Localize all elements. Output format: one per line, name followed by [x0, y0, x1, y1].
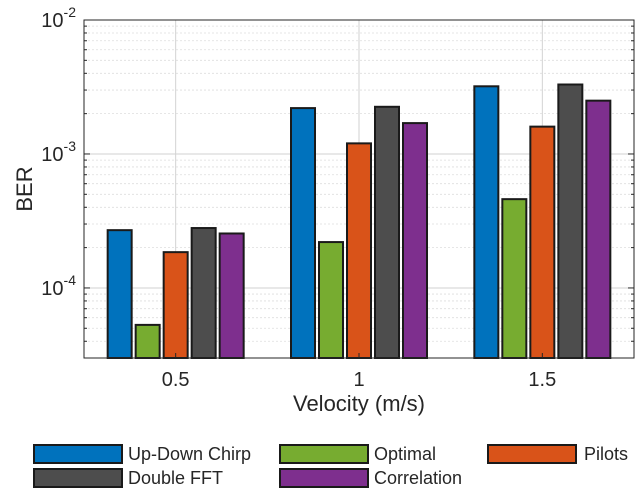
x-axis-label: Velocity (m/s)	[293, 391, 425, 416]
bar-correlation-1-5	[585, 99, 612, 360]
legend: Up-Down Chirp Optimal Pilots Double FFT Corr…	[33, 444, 628, 488]
bar-correlation-1	[402, 122, 428, 359]
bar-optimal-0-5	[134, 323, 161, 360]
x-tick-label: 1.5	[528, 369, 556, 391]
bar-up-down-chirp-1-5	[473, 85, 500, 360]
legend-label-up-down-chirp: Up-Down Chirp	[128, 444, 251, 464]
y-axis-label: BER	[12, 166, 37, 211]
legend-swatch-pilots	[487, 444, 577, 464]
bar-pilots-0-5	[162, 251, 189, 359]
x-tick-label: 1	[353, 369, 364, 391]
bar-optimal-1-5	[501, 198, 528, 359]
legend-swatch-up-down-chirp	[33, 444, 123, 464]
y-axis-ticks: 10-4 10-3 10-2	[41, 4, 634, 359]
bar-correlation-0-5	[218, 232, 245, 359]
legend-swatch-correlation	[279, 468, 369, 488]
bar-pilots-1-5	[529, 125, 556, 359]
x-axis-ticks: 0.5 1 1.5	[162, 353, 556, 391]
legend-label-pilots: Pilots	[584, 444, 628, 464]
bar-pilots-1	[346, 142, 372, 359]
y-tick-label: 10-3	[41, 138, 76, 166]
legend-label-optimal: Optimal	[374, 444, 436, 464]
legend-label-correlation: Correlation	[374, 468, 462, 488]
bar-double-fft-1-5	[557, 83, 584, 359]
legend-swatch-double-fft	[33, 468, 123, 488]
y-tick-label: 10-4	[41, 272, 76, 300]
bar-double-fft-0-5	[190, 227, 217, 359]
x-tick-label: 0.5	[162, 369, 190, 391]
bar-up-down-chirp-1	[290, 107, 316, 359]
bar-optimal-1	[318, 241, 344, 359]
bar-marks	[106, 83, 612, 360]
legend-label-double-fft: Double FFT	[128, 468, 223, 488]
bar-double-fft-1	[374, 105, 400, 359]
legend-swatch-optimal	[279, 444, 369, 464]
bar-up-down-chirp-0-5	[106, 229, 133, 359]
y-tick-label: 10-2	[41, 4, 76, 32]
